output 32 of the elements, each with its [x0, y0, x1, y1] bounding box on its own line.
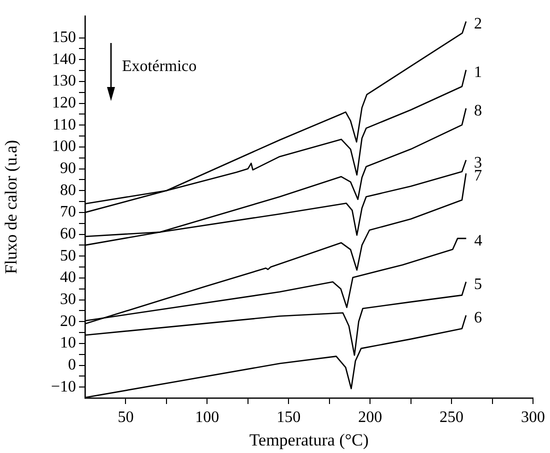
- y-tick-label: 110: [52, 116, 76, 134]
- series-label: 6: [474, 309, 482, 326]
- y-tick-label: 100: [52, 138, 76, 156]
- y-tick-label: 80: [60, 182, 76, 199]
- y-tick-label: 130: [52, 72, 76, 90]
- y-tick-label: 140: [52, 50, 76, 68]
- x-tick-label: 250: [440, 408, 464, 426]
- y-tick-label: 30: [60, 290, 76, 308]
- x-tick-label: 50: [118, 408, 134, 426]
- y-tick-label: −10: [50, 378, 76, 396]
- y-axis-title: Fluxo de calor (u.a): [2, 140, 21, 274]
- series-label: 4: [474, 232, 482, 250]
- x-tick-label: 300: [521, 408, 545, 426]
- y-tick-label: 150: [52, 29, 76, 46]
- y-tick-label: 40: [60, 269, 76, 286]
- y-tick-label: 20: [60, 312, 76, 330]
- x-tick-label: 200: [358, 408, 382, 426]
- y-tick-label: 50: [60, 247, 76, 264]
- y-tick-label: 90: [60, 160, 76, 178]
- series-label: 1: [474, 64, 482, 82]
- y-tick-label: 0: [68, 356, 76, 374]
- annotation: Exotérmico: [122, 58, 197, 76]
- x-tick-label: 100: [195, 408, 220, 426]
- y-tick-label: 120: [52, 94, 76, 112]
- y-tick-label: 10: [60, 334, 76, 352]
- series-label: 2: [474, 16, 482, 33]
- series-label: 5: [474, 276, 482, 294]
- x-tick-label: 150: [276, 408, 301, 426]
- x-axis-title: Temperatura (°C): [249, 430, 369, 450]
- y-tick-label: 60: [60, 225, 76, 242]
- y-tick-label: 70: [60, 204, 76, 221]
- series-label: 8: [474, 102, 482, 120]
